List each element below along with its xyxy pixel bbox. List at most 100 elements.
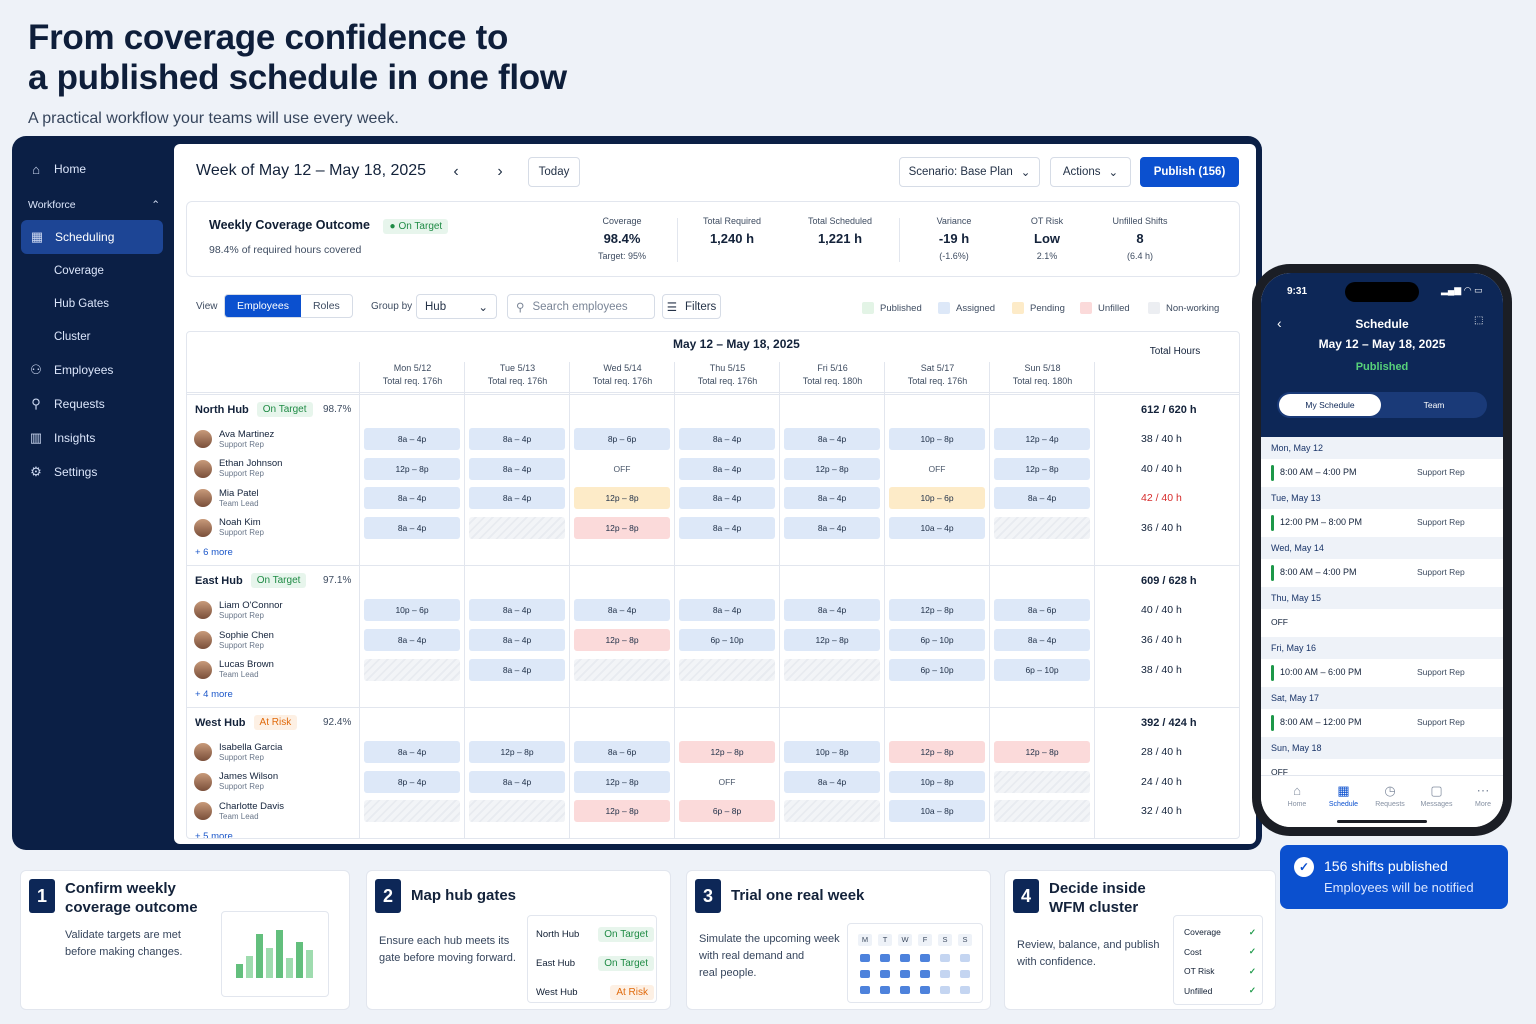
show-more-link[interactable]: + 5 more: [195, 831, 233, 839]
shift-cell[interactable]: 8a – 4p: [679, 428, 775, 450]
view-roles-tab[interactable]: Roles: [312, 300, 340, 312]
phone-shift-row[interactable]: 12:00 PM – 8:00 PM Support Rep: [1261, 509, 1503, 537]
shift-cell[interactable]: 8a – 4p: [574, 599, 670, 622]
phone-shift-row[interactable]: 8:00 AM – 4:00 PM Support Rep: [1261, 559, 1503, 587]
non-working-cell[interactable]: [469, 800, 565, 823]
shift-cell[interactable]: 8a – 4p: [679, 457, 775, 480]
shift-cell[interactable]: 12p – 8p: [574, 800, 670, 823]
shift-cell[interactable]: 8a – 4p: [469, 658, 565, 681]
shift-cell[interactable]: 8a – 4p: [784, 428, 880, 450]
prev-week-button[interactable]: ‹: [453, 163, 459, 180]
employee[interactable]: Mia Patel Team Lead: [193, 484, 259, 512]
shift-cell[interactable]: 6p – 8p: [679, 800, 775, 823]
sidebar-item-cluster[interactable]: Cluster: [54, 330, 91, 343]
employee[interactable]: Isabella Garcia Support Rep: [193, 738, 282, 766]
shift-cell[interactable]: 12p – 8p: [784, 457, 880, 480]
shift-cell[interactable]: 12p – 8p: [364, 457, 460, 480]
shift-cell[interactable]: 12p – 8p: [574, 516, 670, 539]
phone-nav-item[interactable]: ⌂ Home: [1275, 784, 1319, 809]
shift-cell[interactable]: 10a – 8p: [889, 800, 985, 823]
employee[interactable]: Noah Kim Support Rep: [193, 514, 264, 542]
sidebar-item-insights[interactable]: ▥ Insights: [12, 421, 172, 455]
phone-shift-row[interactable]: OFF: [1261, 759, 1503, 787]
shift-cell[interactable]: 12p – 8p: [679, 741, 775, 764]
shift-cell[interactable]: 8a – 4p: [784, 487, 880, 510]
shift-cell[interactable]: 12p – 8p: [889, 741, 985, 764]
sidebar-item-employees[interactable]: ⚇ Employees: [12, 353, 172, 387]
shift-cell[interactable]: 6p – 10p: [994, 658, 1090, 681]
shift-cell[interactable]: 12p – 8p: [784, 629, 880, 651]
shift-cell[interactable]: 8a – 4p: [364, 741, 460, 764]
back-icon[interactable]: ‹: [1277, 315, 1282, 331]
shift-cell[interactable]: 12p – 8p: [574, 770, 670, 793]
shift-cell[interactable]: 8a – 4p: [469, 428, 565, 450]
off-cell[interactable]: OFF: [928, 463, 946, 474]
phone-nav-item[interactable]: ⋯ More: [1461, 784, 1503, 809]
employee[interactable]: Ava Martinez Support Rep: [193, 425, 274, 453]
next-week-button[interactable]: ›: [497, 163, 503, 180]
shift-cell[interactable]: 8a – 4p: [364, 487, 460, 510]
non-working-cell[interactable]: [994, 800, 1090, 823]
non-working-cell[interactable]: [364, 800, 460, 823]
non-working-cell[interactable]: [679, 658, 775, 681]
employee[interactable]: Ethan Johnson Support Rep: [193, 455, 282, 483]
shift-cell[interactable]: 10p – 8p: [889, 770, 985, 793]
group-by-select[interactable]: Hub ⌄: [416, 294, 497, 319]
non-working-cell[interactable]: [364, 658, 460, 681]
shift-cell[interactable]: 8p – 4p: [364, 770, 460, 793]
employee[interactable]: Liam O'Connor Support Rep: [193, 596, 283, 624]
non-working-cell[interactable]: [469, 516, 565, 539]
sidebar-item-home[interactable]: ⌂ Home: [12, 152, 172, 186]
off-cell[interactable]: OFF: [613, 463, 631, 474]
sidebar-item-scheduling[interactable]: ▦ Scheduling: [21, 220, 163, 254]
non-working-cell[interactable]: [784, 800, 880, 823]
shift-cell[interactable]: 10p – 6p: [364, 599, 460, 622]
shift-cell[interactable]: 12p – 8p: [574, 629, 670, 651]
shift-cell[interactable]: 12p – 4p: [994, 428, 1090, 450]
today-button[interactable]: Today: [528, 157, 580, 187]
shift-cell[interactable]: 8a – 4p: [364, 629, 460, 651]
phone-shift-row[interactable]: 10:00 AM – 6:00 PM Support Rep: [1261, 659, 1503, 687]
shift-cell[interactable]: 8a – 4p: [469, 457, 565, 480]
shift-cell[interactable]: 8a – 4p: [469, 487, 565, 510]
employee[interactable]: Sophie Chen Support Rep: [193, 626, 274, 654]
shift-cell[interactable]: 12p – 8p: [574, 487, 670, 510]
off-cell[interactable]: OFF: [718, 776, 736, 787]
phone-nav-item[interactable]: ▢ Messages: [1415, 784, 1459, 809]
show-more-link[interactable]: + 4 more: [195, 689, 233, 701]
shift-cell[interactable]: 10p – 8p: [889, 428, 985, 450]
shift-cell[interactable]: 8a – 4p: [679, 487, 775, 510]
tab-my-schedule[interactable]: My Schedule: [1279, 394, 1381, 416]
show-more-link[interactable]: + 6 more: [195, 547, 233, 559]
shift-cell[interactable]: 8a – 4p: [679, 516, 775, 539]
phone-nav-item[interactable]: ◷ Requests: [1368, 784, 1412, 809]
shift-cell[interactable]: 8a – 6p: [994, 599, 1090, 622]
employee[interactable]: James Wilson Support Rep: [193, 768, 278, 796]
shift-cell[interactable]: 12p – 8p: [994, 457, 1090, 480]
phone-shift-row[interactable]: OFF: [1261, 609, 1503, 637]
sidebar-group-workforce[interactable]: Workforce ⌃: [12, 190, 172, 220]
sidebar-item-coverage[interactable]: Coverage: [54, 264, 104, 277]
non-working-cell[interactable]: [994, 516, 1090, 539]
shift-cell[interactable]: 8a – 4p: [469, 629, 565, 651]
non-working-cell[interactable]: [784, 658, 880, 681]
sidebar-item-hub-gates[interactable]: Hub Gates: [54, 297, 109, 310]
hub-row[interactable]: East Hub On Target 97.1% 609 / 628 h: [187, 565, 1239, 595]
shift-cell[interactable]: 8a – 4p: [364, 428, 460, 450]
hub-row[interactable]: West Hub At Risk 92.4% 392 / 424 h: [187, 707, 1239, 737]
sidebar-item-settings[interactable]: ⚙ Settings: [12, 455, 172, 489]
hub-row[interactable]: North Hub On Target 98.7% 612 / 620 h: [187, 394, 1239, 424]
tab-team[interactable]: Team: [1423, 400, 1445, 410]
shift-cell[interactable]: 8a – 4p: [679, 599, 775, 622]
shift-cell[interactable]: 8a – 4p: [784, 599, 880, 622]
search-input[interactable]: ⚲ Search employees: [507, 294, 655, 319]
shift-cell[interactable]: 8a – 4p: [994, 487, 1090, 510]
shift-cell[interactable]: 10p – 8p: [784, 741, 880, 764]
phone-shift-row[interactable]: 8:00 AM – 12:00 PM Support Rep: [1261, 709, 1503, 737]
shift-cell[interactable]: 8p – 6p: [574, 428, 670, 450]
sidebar-item-requests[interactable]: ⚲ Requests: [12, 387, 172, 421]
share-icon[interactable]: ⬚: [1474, 315, 1484, 326]
filters-button[interactable]: ☰ Filters: [662, 294, 721, 319]
employee[interactable]: Lucas Brown Team Lead: [193, 656, 274, 684]
shift-cell[interactable]: 10p – 6p: [889, 487, 985, 510]
